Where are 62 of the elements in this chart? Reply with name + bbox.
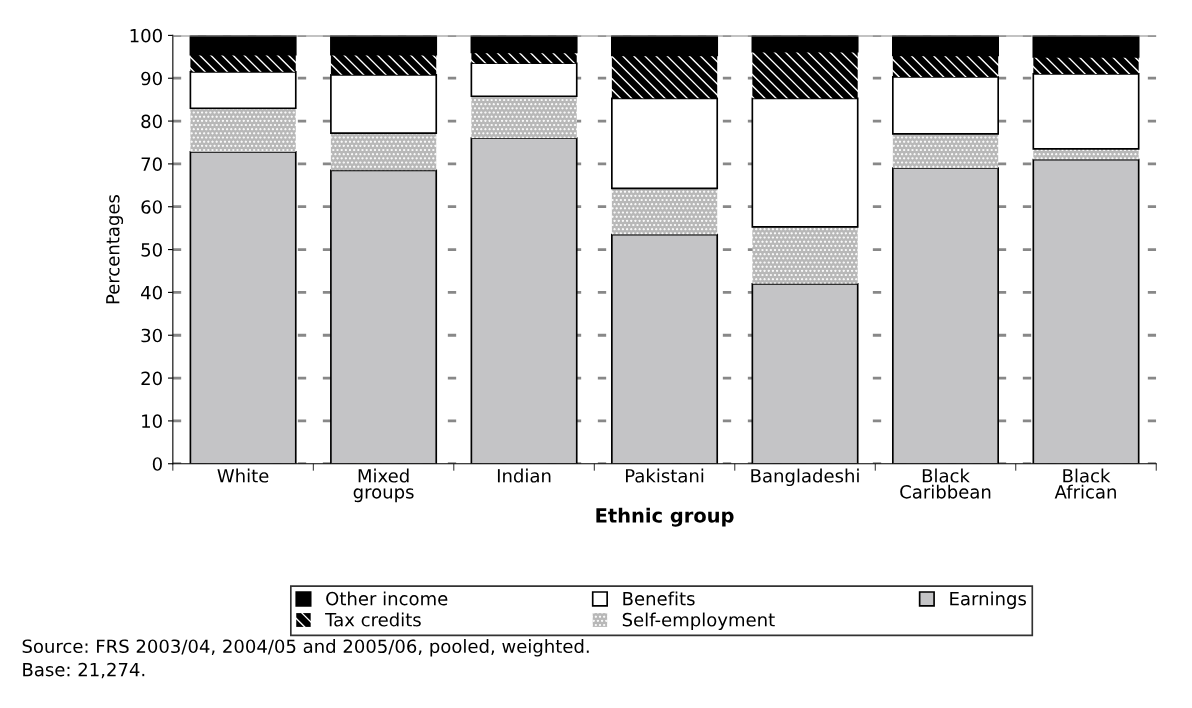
- y-tick-label: 0: [152, 457, 162, 471]
- bar: [190, 54, 296, 72]
- bar: [751, 35, 859, 53]
- bar: [751, 97, 859, 228]
- y-tick-label: 70: [141, 157, 162, 172]
- text: Base: 21,274.: [23, 662, 145, 679]
- x-tick-label: Pakistani: [626, 468, 704, 483]
- x-tick-label: Black Caribbean: [900, 468, 991, 499]
- bar: [891, 35, 1000, 57]
- y-tick-label: 10: [142, 414, 162, 429]
- bar: [189, 35, 297, 56]
- bar: [471, 52, 577, 64]
- bar: [611, 233, 719, 464]
- bar: [611, 97, 719, 190]
- bar: [330, 169, 438, 464]
- x-axis-title: Ethnic group: [596, 507, 734, 527]
- y-tick-label: 100: [130, 28, 162, 43]
- bar: [611, 188, 718, 235]
- legend-label: Tax credits: [325, 612, 421, 627]
- bar: [189, 70, 297, 110]
- bar: [189, 151, 297, 464]
- bar: [752, 51, 858, 99]
- bar: [190, 108, 296, 152]
- y-axis-title: Percentages: [106, 194, 124, 304]
- x-tick-label: Indian: [497, 468, 551, 483]
- y-tick-label: 20: [141, 371, 162, 386]
- legend-label: Other income: [326, 591, 448, 606]
- y-tick-label: 40: [141, 285, 162, 300]
- bar: [892, 55, 999, 77]
- x-tick-label: Mixed groups: [353, 468, 414, 503]
- bar: [471, 96, 577, 139]
- y-tick-label: 50: [141, 243, 162, 257]
- bar: [1032, 158, 1140, 464]
- bar: [751, 283, 859, 464]
- bar: [891, 76, 1000, 135]
- legend-label: Earnings: [950, 591, 1026, 609]
- bar: [1033, 56, 1139, 74]
- bar: [330, 35, 438, 56]
- bar: [1032, 35, 1140, 58]
- x-tick-label: White: [217, 468, 269, 483]
- bar: [891, 167, 1000, 464]
- bar: [330, 133, 437, 171]
- x-tick-label: Bangladeshi: [751, 468, 859, 487]
- source-note: Source: FRS 2003/04, 2004/05 and 2005/06, pooled, weighted.: [22, 639, 589, 657]
- y-tick-label: 80: [141, 114, 162, 129]
- bar: [330, 54, 437, 75]
- bar: [470, 62, 578, 98]
- bar: [470, 35, 578, 54]
- y-tick-label: 30: [141, 328, 162, 343]
- bar: [470, 137, 578, 464]
- bar: [892, 133, 999, 169]
- legend-label: Self-employment: [622, 612, 775, 631]
- y-tick-label: 90: [141, 71, 162, 86]
- bar: [1033, 148, 1139, 160]
- bar: [330, 73, 438, 134]
- bar: [611, 55, 718, 99]
- x-tick-label: Black African: [1054, 468, 1116, 499]
- legend-label: Benefits: [623, 591, 695, 606]
- y-tick-label: 60: [141, 200, 162, 214]
- bar: [611, 35, 719, 57]
- bar: [1032, 73, 1140, 150]
- bar: [752, 226, 858, 284]
